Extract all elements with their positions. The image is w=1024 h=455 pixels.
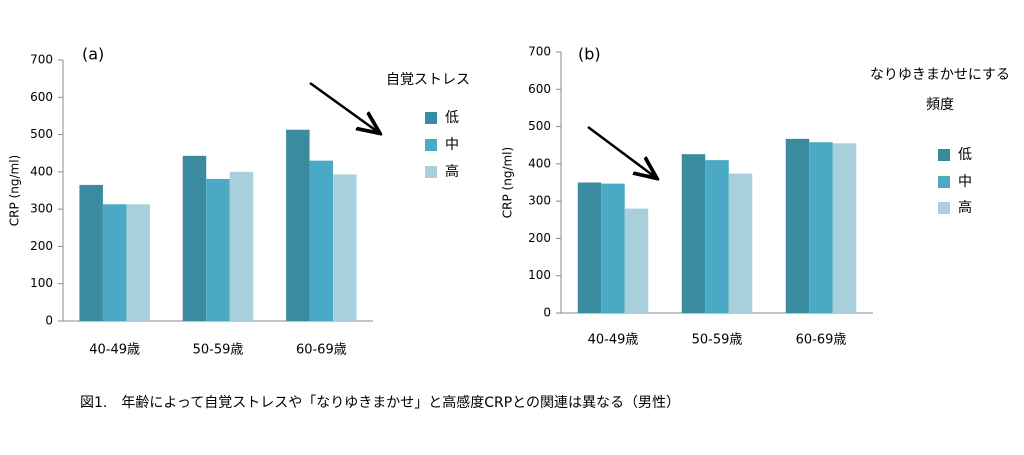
- bar: [681, 154, 706, 313]
- y-tick-label: 500: [30, 127, 53, 141]
- legend-swatch: [425, 139, 437, 151]
- legend-label: 高: [958, 199, 972, 216]
- y-tick-label: 600: [30, 90, 53, 104]
- legend-title: 自覚ストレス: [386, 72, 470, 88]
- y-tick-label: 100: [528, 268, 551, 282]
- y-tick-label: 400: [30, 164, 53, 178]
- y-tick-label: 600: [528, 82, 551, 96]
- legend-title: 頻度: [926, 97, 954, 113]
- y-tick-label: 400: [528, 156, 551, 170]
- y-tick-label: 700: [30, 53, 53, 67]
- legend-swatch: [425, 166, 437, 178]
- y-tick-label: 300: [528, 194, 551, 208]
- arrow: [309, 81, 378, 132]
- x-tick-label: 50-59歳: [692, 333, 743, 348]
- legend-label: 低: [958, 147, 972, 163]
- bar: [705, 160, 729, 313]
- y-tick-label: 0: [543, 306, 551, 320]
- legend-swatch: [938, 176, 950, 188]
- legend-title: なりゆきまかせにする: [870, 67, 1010, 83]
- y-tick-label: 300: [30, 202, 53, 216]
- bar: [809, 142, 833, 313]
- bar: [286, 129, 310, 321]
- y-axis-title: CRP (ng/ml): [501, 147, 515, 218]
- x-tick-label: 60-69歳: [796, 333, 847, 348]
- panel-label: (a): [82, 45, 104, 64]
- bar: [577, 182, 602, 313]
- x-tick-label: 40-49歳: [89, 343, 140, 358]
- legend-label: 高: [445, 163, 459, 180]
- bar: [333, 174, 357, 321]
- bar: [624, 208, 649, 313]
- legend-swatch: [938, 149, 950, 161]
- y-axis-title: CRP (ng/ml): [8, 155, 22, 226]
- y-tick-label: 500: [528, 119, 551, 133]
- panel-label: (b): [578, 45, 601, 64]
- y-tick-label: 700: [528, 45, 551, 59]
- bar: [309, 160, 334, 321]
- bar: [102, 204, 127, 321]
- bar: [832, 143, 857, 313]
- x-tick-label: 60-69歳: [296, 343, 347, 358]
- bar: [229, 171, 254, 321]
- caption: 図1. 年齢によって自覚ストレスや「なりゆきまかせ」と高感度CRPとの関連は異な…: [80, 394, 680, 411]
- legend-swatch: [425, 112, 437, 124]
- arrow: [587, 125, 655, 177]
- bar: [206, 178, 230, 321]
- y-tick-label: 0: [45, 314, 53, 328]
- y-tick-label: 100: [30, 276, 53, 290]
- bar: [785, 138, 810, 313]
- bar: [182, 155, 207, 321]
- bar: [79, 184, 103, 321]
- y-tick-label: 200: [528, 231, 551, 245]
- x-tick-label: 50-59歳: [193, 343, 244, 358]
- legend-label: 中: [445, 137, 459, 153]
- legend-label: 中: [958, 174, 972, 190]
- legend-swatch: [938, 202, 950, 214]
- bar: [728, 173, 753, 313]
- bar: [126, 204, 150, 321]
- legend-label: 低: [445, 110, 459, 126]
- bar: [601, 183, 625, 313]
- y-tick-label: 200: [30, 239, 53, 253]
- x-tick-label: 40-49歳: [588, 333, 639, 348]
